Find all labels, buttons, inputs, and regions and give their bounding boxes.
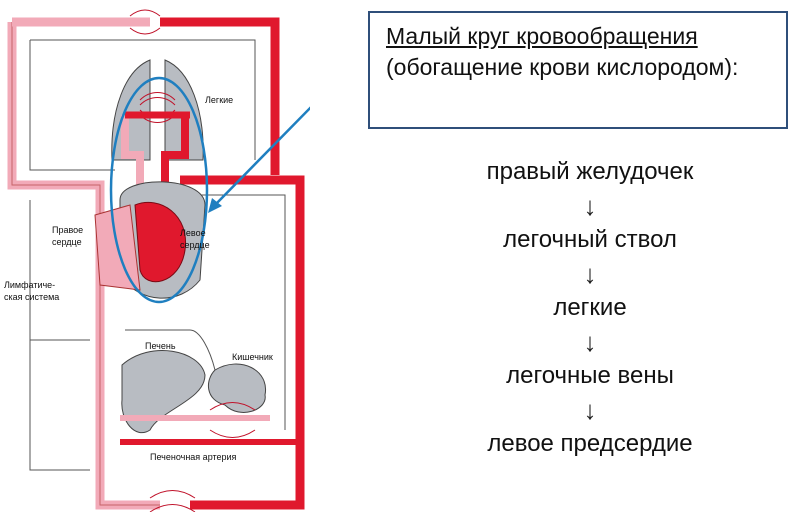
label-right-heart-1: Правое <box>52 225 83 235</box>
circulatory-system-diagram: Легкие Правое сердце Левое сердце Лимфат… <box>4 9 310 512</box>
label-lymph-2: ская система <box>4 292 59 302</box>
label-hepatic-artery: Печеночная артерия <box>150 452 237 462</box>
down-arrow-icon: ↓ <box>583 191 597 221</box>
callout-subtitle: (обогащение крови кислородом): <box>386 54 739 80</box>
pulmonary-flow-steps: правый желудочек ↓ легочный ствол ↓ легк… <box>400 155 780 461</box>
down-arrow-icon: ↓ <box>583 259 597 289</box>
label-intestine: Кишечник <box>232 352 273 362</box>
label-right-heart-2: сердце <box>52 237 82 247</box>
label-lymph-1: Лимфатиче- <box>4 280 55 290</box>
pulmonary-veins <box>161 115 189 200</box>
callout-pointer-line <box>214 106 310 206</box>
callout-title: Малый круг кровообращения <box>386 23 698 49</box>
liver <box>121 350 206 433</box>
step-lungs: легкие <box>553 294 627 321</box>
label-lungs: Легкие <box>205 95 233 105</box>
down-arrow-icon: ↓ <box>583 327 597 357</box>
step-pulmonary-veins: легочные вены <box>506 362 674 389</box>
step-right-ventricle: правый желудочек <box>486 158 694 185</box>
step-left-atrium: левое предсердие <box>487 430 693 457</box>
label-liver: Печень <box>145 341 176 351</box>
left-heart <box>134 201 186 283</box>
step-pulmonary-trunk: легочный ствол <box>503 226 677 253</box>
pulmonary-circulation-highlight <box>109 76 209 304</box>
label-left-heart-2: сердце <box>180 240 210 250</box>
intestine <box>207 363 266 413</box>
label-left-heart-1: Левое <box>180 228 206 238</box>
callout-box: Малый круг кровообращения (обогащение кр… <box>368 11 788 129</box>
down-arrow-icon: ↓ <box>583 395 597 425</box>
lungs <box>111 59 151 161</box>
